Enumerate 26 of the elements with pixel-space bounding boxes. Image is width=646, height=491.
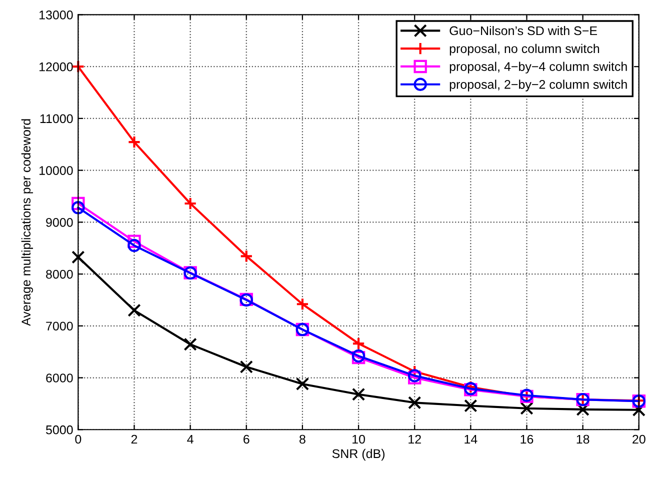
x-tick-label: 4: [187, 434, 194, 444]
y-tick-label: 10000: [40, 166, 73, 175]
x-axis-title: SNR (dB): [332, 448, 384, 461]
x-tick-label: 10: [352, 434, 365, 444]
y-axis-title: Average multiplications per codeword: [21, 119, 33, 326]
y-tick-label: 9000: [46, 218, 73, 227]
x-tick-label: 8: [300, 434, 306, 444]
x-tick-label: 18: [576, 434, 590, 444]
x-tick-label: 0: [75, 434, 82, 444]
x-tick-label: 12: [408, 434, 421, 444]
legend-label: proposal, no column switch: [450, 44, 600, 56]
x-tick-label: 14: [464, 434, 478, 444]
legend-label: proposal, 4−by−4 column switch: [450, 62, 627, 74]
y-tick-label: 11000: [40, 114, 73, 124]
x-tick-label: 20: [632, 434, 646, 444]
legend-label: Guo−Nilson’s SD with S−E: [450, 26, 597, 36]
y-tick-label: 12000: [40, 62, 73, 72]
y-tick-label: 6000: [46, 374, 73, 382]
y-tick-label: 5000: [46, 425, 73, 434]
y-tick-label: 8000: [46, 270, 73, 279]
legend-label: proposal, 2−by−2 column switch: [450, 80, 627, 92]
x-tick-label: 16: [520, 434, 534, 444]
x-tick-label: 2: [131, 434, 138, 444]
x-tick-label: 6: [244, 434, 250, 444]
y-tick-label: 13000: [40, 10, 73, 20]
y-tick-label: 7000: [46, 322, 73, 331]
